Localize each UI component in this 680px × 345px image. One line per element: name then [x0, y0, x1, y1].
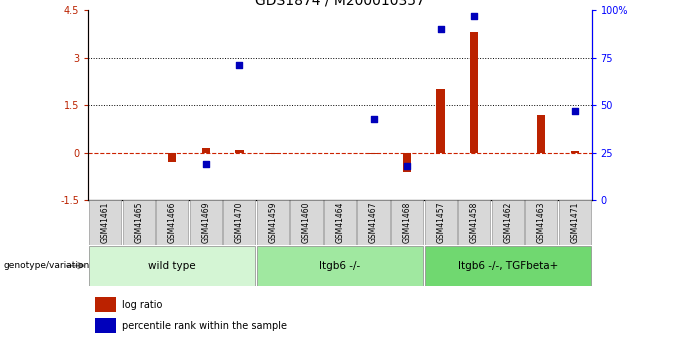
Text: log ratio: log ratio [122, 300, 163, 310]
Text: GSM41469: GSM41469 [201, 202, 210, 243]
Text: GSM41466: GSM41466 [168, 202, 177, 243]
Bar [257, 200, 289, 245]
Text: GSM41458: GSM41458 [470, 202, 479, 243]
Bar [470, 32, 479, 152]
Point [368, 116, 379, 121]
Bar [89, 246, 256, 286]
Bar [168, 152, 177, 162]
Bar [537, 115, 545, 152]
Point [201, 161, 211, 167]
Bar [369, 152, 378, 154]
Bar [269, 152, 277, 154]
Text: GSM41470: GSM41470 [235, 202, 244, 243]
Bar [424, 200, 457, 245]
Text: genotype/variation: genotype/variation [3, 261, 90, 270]
Text: GSM41460: GSM41460 [302, 202, 311, 243]
Bar [525, 200, 558, 245]
Bar [257, 246, 423, 286]
Text: GSM41465: GSM41465 [134, 202, 143, 243]
Text: GSM41463: GSM41463 [537, 202, 546, 243]
Title: GDS1874 / M200010357: GDS1874 / M200010357 [255, 0, 425, 8]
Bar [492, 200, 524, 245]
Point [569, 108, 580, 114]
Text: GSM41457: GSM41457 [436, 202, 445, 243]
Bar [559, 200, 591, 245]
Bar [95, 297, 116, 312]
Point [402, 163, 413, 169]
Text: Itgb6 -/-, TGFbeta+: Itgb6 -/-, TGFbeta+ [458, 261, 558, 270]
Bar [571, 151, 579, 152]
Bar [223, 200, 256, 245]
Point [234, 63, 245, 68]
Bar [391, 200, 423, 245]
Text: Itgb6 -/-: Itgb6 -/- [320, 261, 360, 270]
Bar [324, 200, 356, 245]
Text: GSM41462: GSM41462 [503, 202, 512, 243]
Bar [122, 200, 155, 245]
Bar [201, 148, 210, 152]
Point [469, 13, 479, 19]
Bar [424, 246, 591, 286]
Bar [89, 200, 121, 245]
Text: wild type: wild type [148, 261, 196, 270]
Text: GSM41464: GSM41464 [335, 202, 345, 243]
Bar [358, 200, 390, 245]
Text: GSM41461: GSM41461 [101, 202, 109, 243]
Bar [290, 200, 322, 245]
Text: GSM41467: GSM41467 [369, 202, 378, 243]
Bar [235, 149, 243, 152]
Text: percentile rank within the sample: percentile rank within the sample [122, 321, 288, 331]
Bar [190, 200, 222, 245]
Text: GSM41459: GSM41459 [269, 202, 277, 243]
Bar [156, 200, 188, 245]
Bar [403, 152, 411, 171]
Bar [95, 318, 116, 333]
Text: GSM41471: GSM41471 [571, 202, 579, 243]
Text: GSM41468: GSM41468 [403, 202, 411, 243]
Bar [458, 200, 490, 245]
Point [435, 27, 446, 32]
Bar [437, 89, 445, 152]
